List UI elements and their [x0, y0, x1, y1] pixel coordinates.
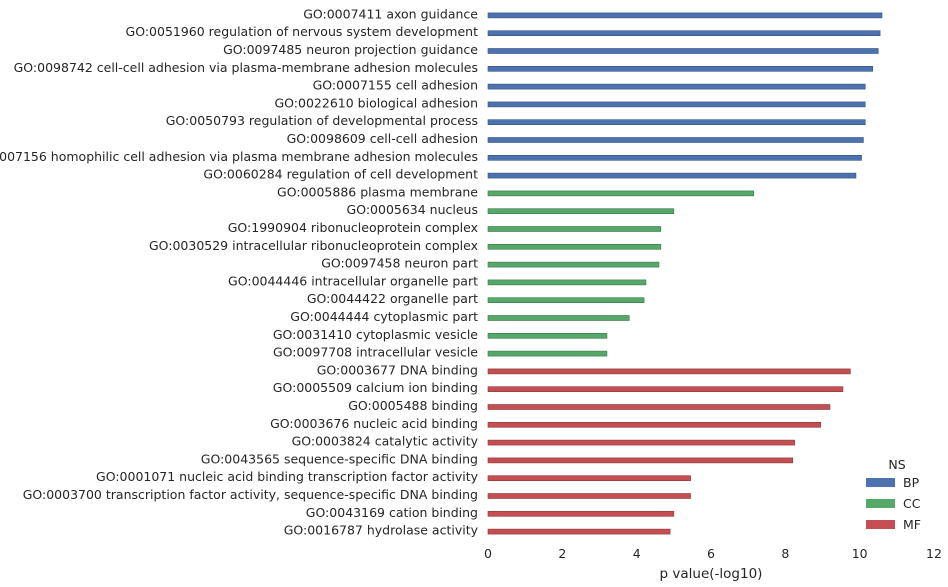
category-label: GO:0022610 biological adhesion [275, 95, 479, 110]
category-label: GO:0007155 cell adhesion [313, 78, 478, 93]
bar-cc [487, 190, 755, 197]
bar-mf [487, 421, 821, 428]
category-label: GO:0003676 nucleic acid binding [270, 416, 478, 431]
legend-label-bp: BP [903, 475, 920, 490]
bar-cc [487, 332, 608, 339]
legend-label-cc: CC [903, 496, 921, 511]
category-label: GO:0050793 regulation of developmental p… [166, 113, 478, 128]
category-label: GO:0098609 cell-cell adhesion [287, 131, 478, 146]
bar-bp [487, 137, 864, 143]
bar-mf [487, 510, 675, 517]
bar-mf [487, 493, 691, 499]
bar-bp [487, 83, 866, 90]
legend-title: NS [888, 457, 905, 472]
bar-bp [487, 30, 881, 37]
bar-mf [487, 528, 671, 535]
category-label: GO:0005509 calcium ion binding [273, 380, 478, 395]
bar-mf [487, 457, 794, 464]
bar-bp [487, 66, 873, 72]
bar-cc [487, 244, 662, 250]
x-tick-label: 2 [558, 546, 566, 561]
bar-cc [487, 350, 608, 357]
category-label: GO:0005634 nucleus [347, 202, 478, 217]
category-label: GO:0097458 neuron part [321, 256, 478, 271]
bars-group [487, 12, 883, 535]
category-label: GO:0097485 neuron projection guidance [223, 42, 478, 57]
category-label: GO:0007156 homophilic cell adhesion via … [0, 149, 478, 164]
bar-bp [487, 172, 857, 179]
category-label: GO:0003824 catalytic activity [292, 434, 479, 449]
legend-swatch-cc [866, 499, 895, 508]
bar-mf [487, 475, 691, 482]
x-tick-label: 0 [484, 546, 492, 561]
legend: NS BP CC MF [866, 457, 921, 532]
legend-label-mf: MF [903, 517, 921, 532]
legend-entries: BP CC MF [866, 475, 921, 532]
legend-swatch-bp [866, 478, 895, 487]
bar-mf [487, 368, 851, 375]
x-tick-label: 8 [781, 546, 789, 561]
category-label: GO:0007411 axon guidance [303, 6, 478, 21]
x-tick-label: 4 [633, 546, 641, 561]
category-label: GO:0043565 sequence-specific DNA binding [201, 451, 478, 466]
x-axis-title: p value(-log10) [660, 566, 763, 582]
x-axis-ticks: 0 2 4 6 8 10 12 [484, 546, 942, 561]
category-label: GO:0003677 DNA binding [317, 362, 478, 377]
bar-mf [487, 386, 844, 393]
category-label: GO:0044444 cytoplasmic part [290, 309, 478, 324]
category-label: GO:0097708 intracellular vesicle [273, 345, 478, 360]
category-label: GO:0001071 nucleic acid binding transcri… [96, 469, 479, 484]
category-label: GO:0060284 regulation of cell developmen… [203, 167, 478, 182]
category-labels: GO:0007411 axon guidance GO:0051960 regul… [0, 6, 479, 537]
bar-mf [487, 439, 795, 446]
category-label: GO:0098742 cell-cell adhesion via plasma… [14, 60, 478, 75]
category-label: GO:0044422 organelle part [307, 291, 478, 306]
bar-cc [487, 279, 647, 286]
x-tick-label: 10 [852, 546, 868, 561]
bar-cc [487, 261, 660, 268]
bar-mf [487, 404, 831, 410]
x-tick-label: 12 [926, 546, 942, 561]
category-label: GO:0044446 intracellular organelle part [228, 273, 478, 288]
bar-cc [487, 297, 645, 304]
x-tick-label: 6 [707, 546, 715, 561]
category-label: GO:0005488 binding [348, 398, 478, 413]
bar-bp [487, 101, 866, 108]
bar-cc [487, 208, 675, 214]
category-label: GO:0031410 cytoplasmic vesicle [273, 327, 478, 342]
bar-bp [487, 155, 862, 161]
category-label: GO:0030529 intracellular ribonucleoprote… [149, 238, 478, 253]
category-label: GO:0043169 cation binding [306, 505, 478, 520]
legend-swatch-mf [866, 520, 895, 529]
bar-bp [487, 48, 879, 54]
bar-bp [487, 119, 866, 125]
bar-bp [487, 12, 883, 19]
category-label: GO:0003700 transcription factor activity… [23, 487, 478, 502]
category-label: GO:0005886 plasma membrane [277, 184, 478, 199]
category-label: GO:0051960 regulation of nervous system … [126, 24, 479, 39]
bar-cc [487, 315, 630, 321]
category-label: GO:1990904 ribonucleoprotein complex [228, 220, 478, 235]
bar-cc [487, 226, 662, 232]
category-label: GO:0016787 hydrolase activity [284, 523, 479, 538]
